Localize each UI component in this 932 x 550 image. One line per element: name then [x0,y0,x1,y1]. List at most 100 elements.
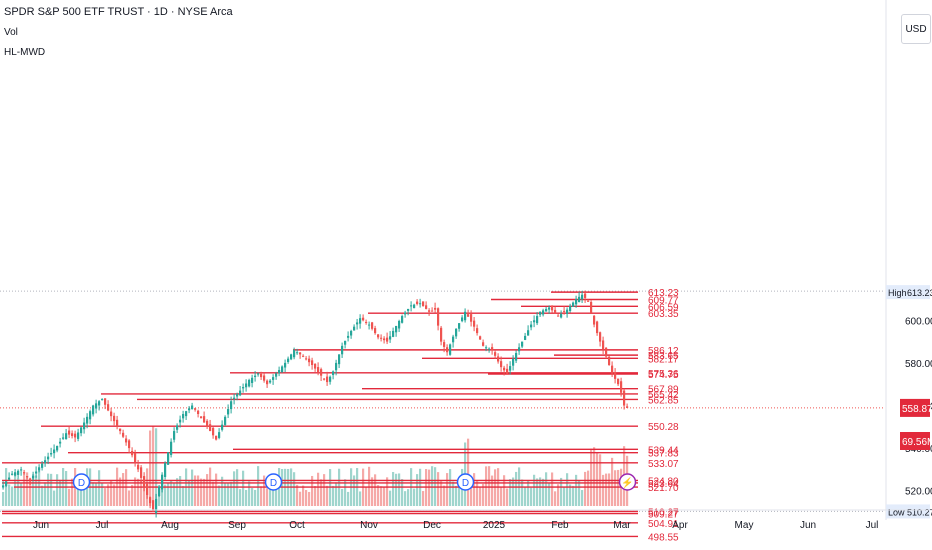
candle-body [326,376,329,383]
candle-body [5,481,8,486]
level-label: 565.42 [648,390,679,401]
volume-bar [2,491,5,506]
x-tick-label: Mar [613,520,631,531]
volume-bar [323,474,326,506]
volume-bar [587,470,590,506]
volume-bar [38,470,41,506]
candle-body [308,358,311,363]
candle-body [422,301,425,307]
x-tick-label: Jul [866,520,879,531]
level-label: 537.83 [648,449,679,460]
currency-button[interactable]: USD [901,14,931,44]
volume-bar [398,473,401,506]
level-label: 521.70 [648,483,679,494]
volume-bar [389,490,392,506]
flash-event-icon [618,473,637,491]
volume-bar [314,485,317,506]
symbol-title[interactable]: SPDR S&P 500 ETF TRUST · 1D · NYSE Arca [4,6,233,18]
candle-body [527,330,530,336]
candle-body [446,347,449,353]
indicator-vol[interactable]: Vol [4,27,18,38]
candle-body [626,406,629,408]
candle-body [389,336,392,340]
candle-body [407,308,410,311]
candle-body [125,438,128,443]
candle-body [521,341,524,347]
volume-bar [533,474,536,506]
candle-body [617,378,620,385]
dividend-event-icon [72,473,91,491]
candle-body [68,430,71,435]
event-markers[interactable]: D D D ⚡ [72,473,637,491]
candle-body [323,378,326,380]
volume-bar [248,481,251,506]
candle-body [161,474,164,490]
volume-bar [179,476,182,506]
candle-body [623,390,626,406]
candle-body [464,311,467,321]
candle-body [83,422,86,430]
volume-bar [614,470,617,506]
indicator-hl-mwd[interactable]: HL-MWD [4,47,46,58]
candle-body [11,473,14,475]
x-tick-label: Jun [33,520,49,531]
level-label: 524.80 [648,476,679,487]
volume-bar [557,484,560,506]
volume-bar [98,470,101,506]
candle-body [248,379,251,387]
volume-bar [59,479,62,506]
level-label: 533.07 [648,459,679,470]
candle-body [50,453,53,455]
volume-bar [206,474,209,506]
high-dotted-line [0,290,885,512]
candle-body [140,467,143,478]
candle-body [41,463,44,468]
volume-bar [41,485,44,506]
candle-body [146,484,149,495]
time-axis[interactable]: Jun Jul Aug Sep Oct Nov Dec 2025 Feb Mar Apr May Jun… [0,509,932,531]
volume-bar [371,477,374,506]
candle-body [338,354,341,365]
candle-body [365,321,368,323]
candle-body [335,362,338,371]
x-tick-label: Apr [672,520,688,531]
candle-body [449,344,452,355]
candle-body [263,375,266,381]
candle-body [488,348,491,350]
volume-bar [203,478,206,506]
candle-body [92,405,95,415]
candle-body [281,366,284,373]
volume-bar [341,488,344,506]
candle-body [533,320,536,323]
volume-bar [596,453,599,506]
candle-body [278,370,281,374]
candle-body [368,324,371,326]
candle-body [371,322,374,329]
candle-body [470,314,473,322]
candle-body [344,340,347,345]
volume-bar [386,477,389,506]
candle-body [473,320,476,327]
volume-bar [95,483,98,506]
volume-tag-bg [900,432,930,450]
candle-body [341,345,344,355]
price-axis[interactable]: 600.00580.00560.00540.00520.00High613.23… [885,0,932,520]
volume-bar [479,486,482,506]
level-label: 613.23 [648,288,679,299]
candle-body [395,325,398,333]
candle-body [491,347,494,351]
candle-body [98,401,101,406]
candle-body [272,377,275,380]
candle-body [350,330,353,336]
candle-body [590,301,593,313]
level-label: 582.17 [648,354,679,365]
candle-body [62,437,65,439]
volume-bar [428,469,431,506]
candle-body [425,305,428,309]
volume-bar [143,486,146,506]
candle-body [467,314,470,317]
volume-bar [344,479,347,506]
candle-body [545,308,548,312]
volume-bar [365,487,368,506]
